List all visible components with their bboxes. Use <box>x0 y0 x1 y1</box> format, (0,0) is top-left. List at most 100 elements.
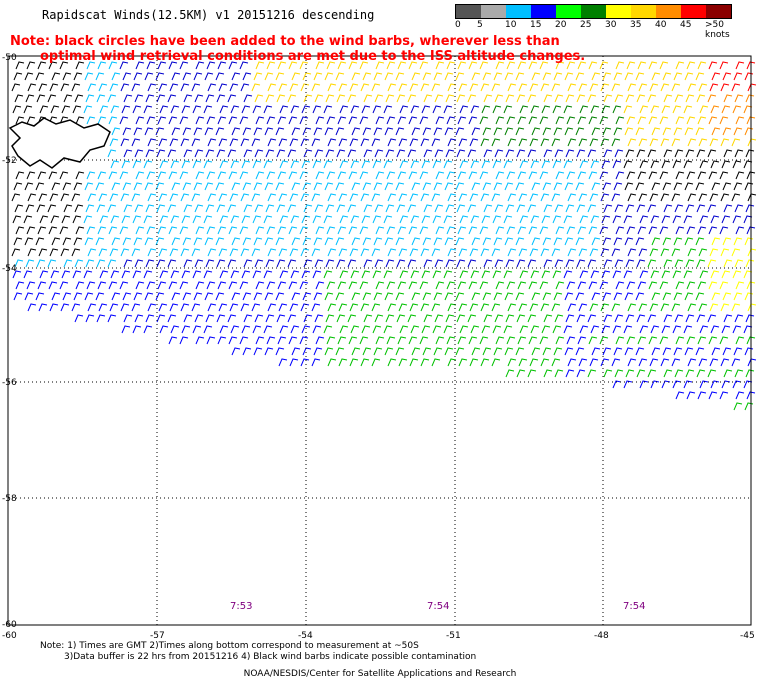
wind-barb <box>59 116 69 125</box>
wind-barb <box>87 83 97 92</box>
wind-barb <box>529 193 539 202</box>
wind-barb <box>627 248 637 257</box>
wind-barb <box>710 105 720 114</box>
wind-barb <box>663 314 673 323</box>
wind-barb <box>493 347 503 356</box>
wind-barb <box>168 61 178 70</box>
wind-barb <box>744 292 754 301</box>
wind-barb <box>493 127 503 136</box>
wind-barb <box>482 237 492 246</box>
wind-barb <box>565 204 575 213</box>
wind-barb <box>240 303 250 312</box>
wind-barb <box>648 336 658 345</box>
wind-barb <box>266 226 276 235</box>
wind-barb <box>566 171 576 180</box>
wind-barb <box>59 171 69 180</box>
wind-barb <box>312 215 322 224</box>
wind-barb <box>613 347 623 356</box>
wind-barb <box>663 204 673 213</box>
wind-barb <box>746 61 756 70</box>
wind-barb <box>339 215 349 224</box>
wind-barb <box>360 248 370 257</box>
wind-barb <box>719 171 729 180</box>
wind-barb <box>39 270 49 279</box>
lat-label: -56 <box>2 378 17 388</box>
wind-barb <box>613 292 623 301</box>
wind-barb <box>650 270 660 279</box>
wind-barb <box>12 270 22 279</box>
wind-barb <box>709 83 719 92</box>
wind-barb <box>303 204 313 213</box>
wind-barb <box>635 182 645 191</box>
wind-barb <box>290 325 300 334</box>
wind-barb <box>744 237 754 246</box>
wind-barb <box>672 380 682 389</box>
wind-barb <box>506 61 516 70</box>
wind-barb <box>648 281 658 290</box>
wind-barb <box>193 292 203 301</box>
wind-barb <box>683 105 693 114</box>
wind-barb <box>242 182 252 191</box>
wind-barb <box>361 270 371 279</box>
wind-barb <box>480 303 490 312</box>
wind-barb <box>399 215 409 224</box>
wind-barb <box>275 347 285 356</box>
wind-barb <box>170 325 180 334</box>
wind-barb <box>685 314 695 323</box>
wind-barb <box>576 369 586 378</box>
wind-barb <box>50 270 60 279</box>
wind-barb <box>589 138 599 147</box>
wind-barb <box>397 281 407 290</box>
wind-barb <box>239 171 249 180</box>
wind-barb <box>407 314 417 323</box>
wind-barb <box>529 358 539 367</box>
wind-barb <box>119 116 129 125</box>
lat-lon-grid <box>8 56 751 625</box>
wind-barb <box>503 215 513 224</box>
wind-barb <box>228 226 238 235</box>
wind-barb <box>434 259 444 268</box>
wind-barb <box>649 248 659 257</box>
wind-barb <box>407 259 417 268</box>
wind-barb <box>408 226 418 235</box>
wind-barb <box>349 138 359 147</box>
wind-barb <box>122 127 132 136</box>
wind-barb <box>671 358 681 367</box>
wind-barb <box>289 193 299 202</box>
wind-barb <box>387 193 397 202</box>
wind-barb <box>577 116 587 125</box>
wind-barb <box>327 138 337 147</box>
wind-barb <box>74 204 84 213</box>
wind-barb <box>567 83 577 92</box>
wind-barb <box>495 116 505 125</box>
wind-barb <box>347 314 357 323</box>
wind-barb <box>363 314 373 323</box>
wind-barb <box>387 248 397 257</box>
wind-barb <box>85 314 95 323</box>
wind-barb <box>459 160 469 169</box>
wind-barb <box>35 292 45 301</box>
wind-barb <box>111 182 121 191</box>
wind-barb <box>51 292 61 301</box>
wind-barb <box>348 61 358 70</box>
wind-barb <box>504 347 514 356</box>
wind-barb <box>551 303 561 312</box>
wind-barb <box>61 270 71 279</box>
wind-barb <box>529 303 539 312</box>
wind-barb <box>84 182 94 191</box>
wind-barb <box>744 182 754 191</box>
wind-barb <box>300 303 310 312</box>
wind-barb <box>494 259 504 268</box>
wind-barb <box>530 325 540 334</box>
wind-barb <box>288 226 298 235</box>
wind-barb <box>183 149 193 158</box>
wind-barb <box>155 292 165 301</box>
wind-barb <box>398 303 408 312</box>
wind-barb <box>659 171 669 180</box>
wind-barb <box>311 138 321 147</box>
wind-barb <box>192 325 202 334</box>
wind-barb <box>266 281 276 290</box>
wind-barb <box>193 237 203 246</box>
lon-label: -60 <box>2 631 17 641</box>
wind-barb <box>491 303 501 312</box>
